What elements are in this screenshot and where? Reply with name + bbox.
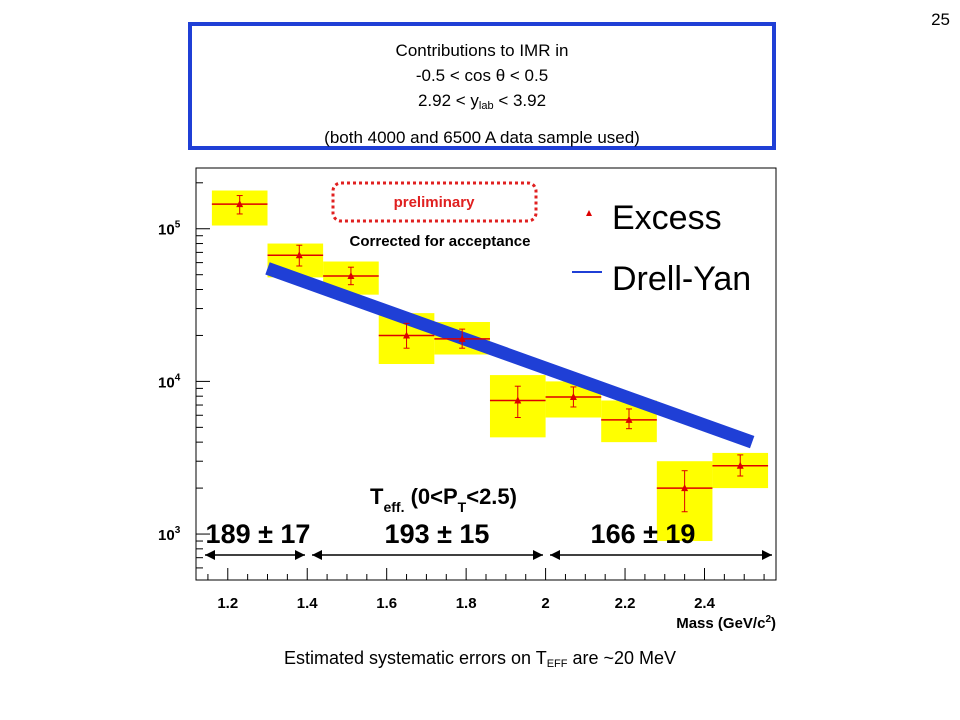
legend-excess-label: Excess [612, 199, 722, 237]
y-tick-exp: 5 [175, 220, 181, 231]
x-axis-label-pre: Mass (GeV/c [676, 615, 765, 632]
excess-point [458, 334, 466, 342]
footer-post: are ~20 MeV [567, 648, 677, 668]
teff-value: 189 ± 17 [206, 519, 311, 549]
x-tick-label: 1.8 [456, 595, 477, 612]
y-tick-exp: 3 [175, 525, 181, 536]
info-line-3: 2.92 < ylab < 3.92 [192, 88, 772, 119]
x-axis-label-sup: 2 [765, 614, 771, 625]
excess-point [625, 415, 633, 423]
teff-title: Teff. (0<PT<2.5) [370, 484, 517, 515]
teff-title-sub2: T [458, 499, 467, 515]
teff-title-T: T [370, 484, 384, 509]
y-tick-label: 105 [158, 220, 181, 239]
footer-pre: Estimated systematic errors on T [283, 648, 547, 668]
excess-point [236, 200, 244, 208]
excess-point [569, 393, 577, 401]
info-line-2-pre: -0.5 < cos [415, 66, 496, 85]
info-line-3-sub: lab [478, 100, 494, 112]
y-tick-label: 103 [158, 525, 181, 544]
y-tick-base: 10 [158, 374, 175, 391]
preliminary-label: preliminary [394, 194, 476, 211]
teff-range-arrow-1-head-left [205, 550, 215, 560]
legend-drell-yan-label: Drell-Yan [612, 260, 751, 298]
preliminary-box [331, 181, 538, 223]
x-tick-label: 2 [541, 595, 549, 612]
excess-point [295, 251, 303, 259]
corrected-label: Corrected for acceptance [350, 233, 531, 250]
info-line-2: -0.5 < cos θ < 0.5 [192, 63, 772, 88]
footer-sub: EFF [546, 658, 568, 670]
x-tick-label: 2.2 [615, 595, 636, 612]
teff-value: 193 ± 15 [385, 519, 490, 549]
teff-range-arrow-3-head-right [762, 550, 772, 560]
teff-range-arrow-2-head-right [533, 550, 543, 560]
y-tick-base: 10 [158, 222, 175, 239]
x-tick-label: 1.2 [217, 595, 238, 612]
legend-excess-marker [586, 210, 592, 216]
teff-range-arrow-2-head-left [312, 550, 322, 560]
teff-range-arrow-3-head-left [550, 550, 560, 560]
teff-range-arrow-1-head-right [295, 550, 305, 560]
drell-yan-line [265, 262, 755, 449]
y-tick-label: 104 [158, 372, 181, 391]
info-line-3-post: < 3.92 [493, 91, 547, 110]
excess-point [681, 484, 689, 492]
excess-point [347, 272, 355, 280]
x-tick-label: 1.4 [297, 595, 319, 612]
y-tick-base: 10 [158, 527, 175, 544]
excess-point [403, 331, 411, 339]
info-line-4: (both 4000 and 6500 A data sample used) [324, 128, 640, 147]
teff-title-post: <2.5) [466, 484, 517, 509]
excess-point [514, 396, 522, 404]
info-line-3-pre: 2.92 < y [417, 91, 479, 110]
slide-number: 25 [931, 10, 950, 29]
x-tick-label: 1.6 [376, 595, 397, 612]
x-axis-label: Mass (GeV/c2) [676, 614, 776, 632]
excess-point [736, 461, 744, 469]
y-tick-exp: 4 [175, 372, 181, 383]
teff-value: 166 ± 19 [591, 519, 696, 549]
theta-symbol: θ [495, 66, 506, 85]
teff-title-sub: eff. [383, 499, 404, 515]
footer-note: Estimated systematic errors on TEFF are … [0, 648, 960, 670]
teff-title-mid: (0<P [404, 484, 457, 509]
info-line-1: Contributions to IMR in [395, 41, 569, 60]
info-box: Contributions to IMR in -0.5 < cos θ < 0… [188, 22, 776, 150]
x-tick-label: 2.4 [694, 595, 716, 612]
info-line-2-post: < 0.5 [505, 66, 549, 85]
x-axis-label-post: ) [771, 615, 776, 632]
